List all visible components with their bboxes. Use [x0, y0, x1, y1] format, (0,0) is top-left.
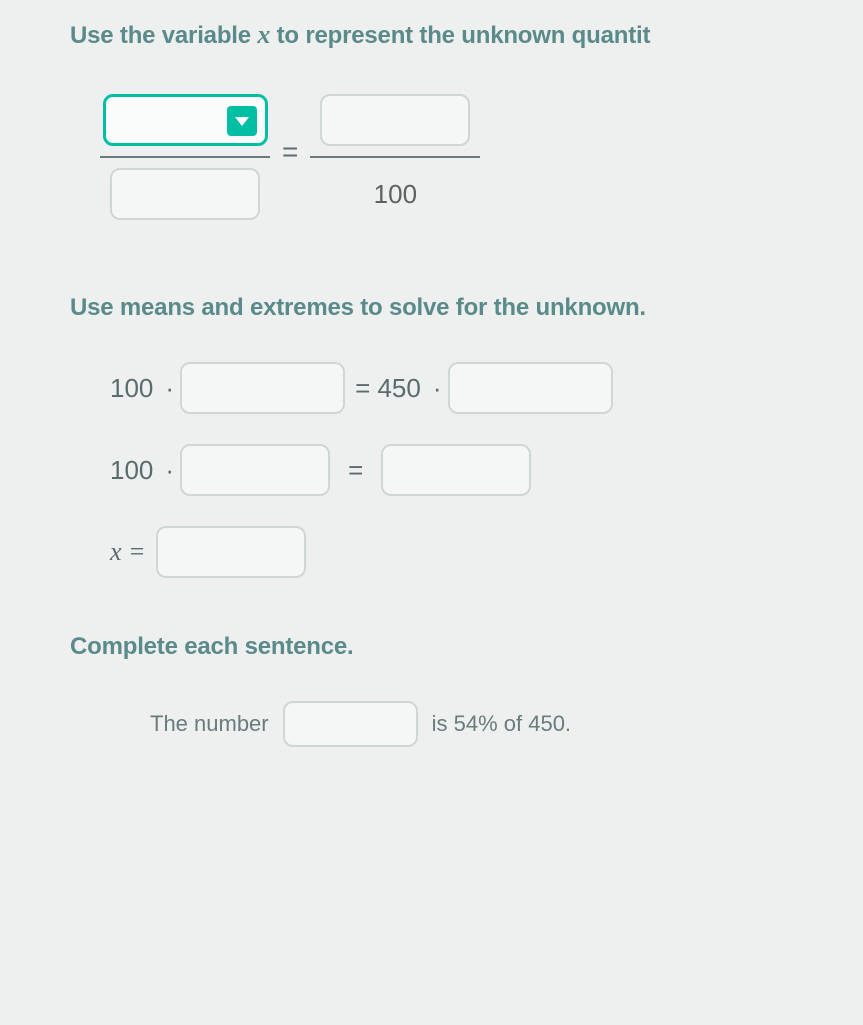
row2-eq: =: [330, 455, 381, 486]
instruction-2: Use means and extremes to solve for the …: [70, 294, 823, 322]
fraction-bar-right: [310, 156, 480, 158]
instruction-1-post: to represent the unknown quantit: [270, 22, 650, 49]
row1-left: 100: [100, 373, 163, 404]
fraction-left: [100, 90, 270, 224]
equation-row-3: x =: [100, 526, 823, 578]
row2-input-1[interactable]: [180, 444, 330, 496]
row1-input-1[interactable]: [180, 362, 345, 414]
answer-sentence: The number is 54% of 450.: [150, 701, 823, 747]
denominator-left-input[interactable]: [110, 168, 260, 220]
answer-input[interactable]: [283, 701, 418, 747]
equation-row-1: 100 · = 450 ·: [100, 362, 823, 414]
fraction-right: 100: [310, 90, 480, 224]
instruction-1: Use the variable x to represent the unkn…: [70, 20, 823, 50]
row1-input-2[interactable]: [448, 362, 613, 414]
answer-before: The number: [150, 711, 269, 737]
numerator-right-input[interactable]: [320, 94, 470, 146]
equation-row-2: 100 · =: [100, 444, 823, 496]
proportion-equation: = 100: [100, 90, 823, 224]
row2-input-2[interactable]: [381, 444, 531, 496]
numerator-right-cell: [310, 90, 480, 150]
fraction-bar-left: [100, 156, 270, 158]
instruction-1-var: x: [257, 20, 270, 49]
row1-dot1: ·: [163, 373, 180, 404]
answer-after: is 54% of 450.: [432, 711, 571, 737]
dropdown-icon[interactable]: [227, 106, 257, 136]
row2-dot: ·: [163, 455, 180, 486]
numerator-left-cell: [100, 90, 270, 150]
row3-left: x =: [100, 537, 156, 567]
denominator-right-value: 100: [310, 164, 480, 224]
equals-sign: =: [282, 136, 298, 168]
instruction-3: Complete each sentence.: [70, 633, 823, 661]
row3-input[interactable]: [156, 526, 306, 578]
row2-left: 100: [100, 455, 163, 486]
numerator-left-input[interactable]: [103, 94, 268, 146]
denominator-left-cell: [100, 164, 270, 224]
instruction-1-pre: Use the variable: [70, 22, 257, 49]
row1-eq: = 450: [345, 373, 431, 404]
row1-dot2: ·: [431, 373, 448, 404]
